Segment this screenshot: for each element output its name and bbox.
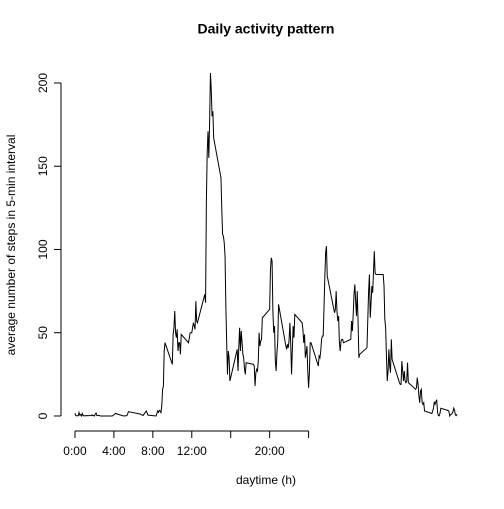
y-tick-label: 200 — [36, 73, 50, 93]
x-tick-label: 4:00 — [102, 444, 126, 458]
y-tick-label: 0 — [36, 412, 50, 419]
x-tick-label: 0:00 — [63, 444, 87, 458]
y-tick-label: 50 — [36, 326, 50, 340]
chart-title: Daily activity pattern — [198, 21, 335, 37]
x-tick-label: 20:00 — [255, 444, 285, 458]
x-axis-label: daytime (h) — [236, 473, 296, 487]
x-tick-label: 12:00 — [177, 444, 207, 458]
y-axis-label: average number of steps in 5-min interva… — [4, 135, 18, 356]
data-line — [74, 72, 458, 418]
x-tick-label: 8:00 — [141, 444, 165, 458]
y-tick-label: 150 — [36, 156, 50, 176]
y-tick-label: 100 — [36, 239, 50, 259]
